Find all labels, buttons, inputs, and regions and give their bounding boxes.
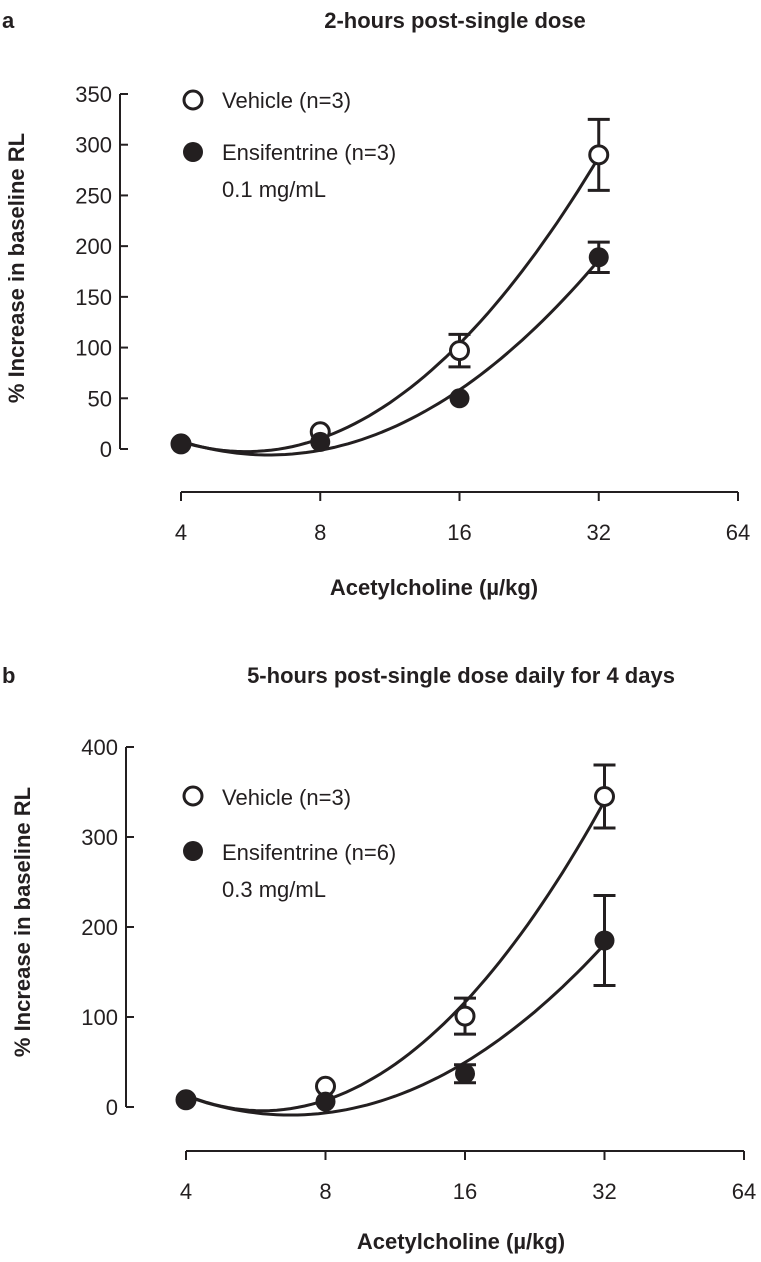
data-point-ensifentrine [315,1091,336,1112]
x-tick-label: 4 [175,520,187,545]
chart-title: 5-hours post-single dose daily for 4 day… [247,663,675,688]
x-tick-label: 4 [180,1179,192,1204]
y-tick-label: 300 [81,825,118,850]
y-tick-label: 100 [75,336,112,361]
x-tick-label: 8 [314,520,326,545]
data-point-ensifentrine [176,1089,196,1110]
y-tick-label: 300 [75,133,112,158]
data-point-vehicle [594,786,615,807]
panel-b: b 5-hours post-single dose daily for 4 d… [2,663,756,1254]
data-point-vehicle [588,144,610,166]
legend-marker-vehicle [182,89,204,111]
x-tick-label: 32 [592,1179,616,1204]
fit-curves [180,156,601,457]
x-tick-label: 64 [726,520,750,545]
data-point-ensifentrine [594,930,615,951]
y-tick-label: 150 [75,285,112,310]
panel-label: a [2,8,15,33]
y-tick-label: 0 [106,1095,118,1120]
x-tick-label: 16 [453,1179,477,1204]
y-axis-label: % Increase in baseline RL [10,787,35,1057]
y-tick-label: 350 [75,82,112,107]
fit-curve-ensifentrine [185,943,606,1117]
x-axis-label: Acetylcholine (µ/kg) [330,575,538,600]
x-tick-label: 8 [319,1179,331,1204]
legend-marker-ensifentrine [183,142,203,162]
fit-curve-ensifentrine [180,259,600,457]
y-tick-label: 200 [75,234,112,259]
legend-label-ensifentrine: Ensifentrine (n=3) [222,140,396,165]
axes: 0 50 100 150 200 250 300 350 4 8 16 32 64 [75,82,750,545]
y-axis-label: % Increase in baseline RL [4,133,29,403]
data-points [175,786,615,1112]
data-point-ensifentrine [455,1063,475,1084]
x-tick-label: 64 [732,1179,756,1204]
x-tick-label: 32 [587,520,611,545]
x-axis-label: Acetylcholine (µ/kg) [357,1229,565,1254]
panel-label: b [2,663,15,688]
data-point-ensifentrine [310,431,331,452]
fit-curve-vehicle [180,156,601,454]
legend: Vehicle (n=3) Ensifentrine (n=3) 0.1 mg/… [182,88,396,202]
fit-curve-vehicle [185,800,606,1113]
error-bars [454,763,616,1085]
data-point-ensifentrine [171,433,191,454]
legend-marker-vehicle [182,785,204,807]
y-tick-label: 400 [81,735,118,760]
data-point-vehicle [454,1005,476,1027]
data-point-ensifentrine [449,388,470,409]
x-tick-label: 16 [447,520,471,545]
y-tick-label: 100 [81,1005,118,1030]
legend: Vehicle (n=3) Ensifentrine (n=6) 0.3 mg/… [182,785,396,902]
fit-curves [185,800,606,1117]
y-tick-label: 250 [75,183,112,208]
data-point-ensifentrine [588,247,609,268]
data-point-vehicle [449,340,470,362]
y-tick-label: 0 [100,437,112,462]
panel-a: a 2-hours post-single dose % Increase in… [2,8,750,600]
y-tick-label: 50 [88,386,112,411]
legend-marker-ensifentrine [183,841,203,861]
data-points [170,144,610,455]
chart-title: 2-hours post-single dose [324,8,586,33]
axes: 0 100 200 300 400 4 8 16 32 64 [81,735,756,1204]
legend-label-ensifentrine: Ensifentrine (n=6) [222,840,396,865]
legend-label-ensifentrine-dose: 0.1 mg/mL [222,177,326,202]
y-tick-label: 200 [81,915,118,940]
legend-label-ensifentrine-dose: 0.3 mg/mL [222,877,326,902]
legend-label-vehicle: Vehicle (n=3) [222,88,351,113]
legend-label-vehicle: Vehicle (n=3) [222,785,351,810]
